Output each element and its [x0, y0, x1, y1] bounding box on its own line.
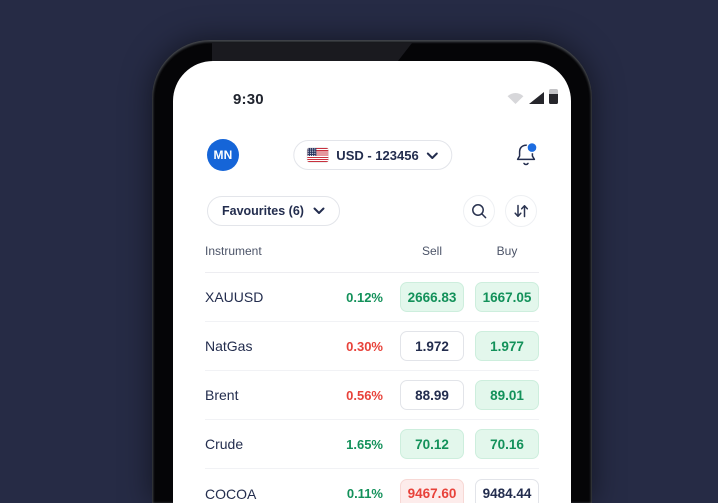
search-button[interactable] — [463, 195, 495, 227]
change-percent: 1.65% — [346, 436, 383, 452]
chevron-down-icon — [313, 204, 325, 218]
instrument-name: COCOA — [205, 485, 257, 502]
table-row[interactable]: Brent 0.56% 88.99 89.01 — [205, 371, 539, 420]
avatar[interactable]: MN — [207, 139, 239, 171]
column-header-instrument: Instrument — [205, 244, 262, 258]
instrument-name: Crude — [205, 436, 244, 452]
sort-button[interactable] — [505, 195, 537, 227]
buy-button[interactable]: 1667.05 — [475, 282, 539, 312]
app-screen: 9:30 MN — [173, 61, 571, 503]
sell-button[interactable]: 9467.60 — [400, 478, 464, 503]
buy-button[interactable]: 1.977 — [475, 331, 539, 361]
avatar-initials: MN — [213, 148, 233, 162]
status-time: 9:30 — [233, 90, 264, 108]
sell-button[interactable]: 2666.83 — [400, 282, 464, 312]
sell-button[interactable]: 70.12 — [400, 429, 464, 459]
change-percent: 0.30% — [346, 338, 383, 354]
instrument-name: Brent — [205, 387, 239, 403]
account-selector[interactable]: USD - 123456 — [293, 140, 453, 170]
favourites-label: Favourites (6) — [222, 204, 304, 218]
sort-arrows-icon — [514, 204, 529, 218]
instrument-name: NatGas — [205, 338, 253, 354]
battery-icon — [549, 89, 558, 109]
table-header: Instrument Sell Buy — [205, 244, 539, 273]
change-percent: 0.56% — [346, 387, 383, 403]
notification-dot — [526, 141, 538, 154]
buy-button[interactable]: 9484.44 — [475, 478, 539, 503]
cellular-signal-icon — [529, 91, 544, 109]
app-header: MN USD - 123456 — [207, 139, 539, 171]
bell-icon — [516, 141, 538, 166]
column-header-buy: Buy — [496, 244, 518, 258]
chevron-down-icon — [427, 148, 439, 163]
instruments-table: Instrument Sell Buy XAUUSD 0.12% 2666.83… — [205, 244, 539, 503]
notifications-button[interactable] — [513, 141, 539, 169]
us-flag-icon — [307, 148, 329, 162]
phone-mockup: 9:30 MN — [152, 40, 592, 503]
instrument-name: XAUUSD — [205, 289, 264, 305]
column-header-sell: Sell — [421, 244, 442, 258]
table-row[interactable]: NatGas 0.30% 1.972 1.977 — [205, 322, 539, 371]
buy-button[interactable]: 89.01 — [475, 380, 539, 410]
search-icon — [472, 204, 487, 219]
sell-button[interactable]: 1.972 — [400, 331, 464, 361]
table-row[interactable]: COCOA 0.11% 9467.60 9484.44 — [205, 469, 539, 503]
table-row[interactable]: Crude 1.65% 70.12 70.16 — [205, 420, 539, 469]
favourites-dropdown[interactable]: Favourites (6) — [207, 196, 340, 226]
table-row[interactable]: XAUUSD 0.12% 2666.83 1667.05 — [205, 273, 539, 322]
account-selector-label: USD - 123456 — [336, 147, 419, 163]
buy-button[interactable]: 70.16 — [475, 429, 539, 459]
wifi-icon — [507, 91, 524, 109]
toolbar: Favourites (6) — [207, 195, 537, 227]
sell-button[interactable]: 88.99 — [400, 380, 464, 410]
status-bar: 9:30 — [173, 87, 571, 111]
change-percent: 0.11% — [346, 486, 383, 501]
change-percent: 0.12% — [346, 289, 383, 305]
